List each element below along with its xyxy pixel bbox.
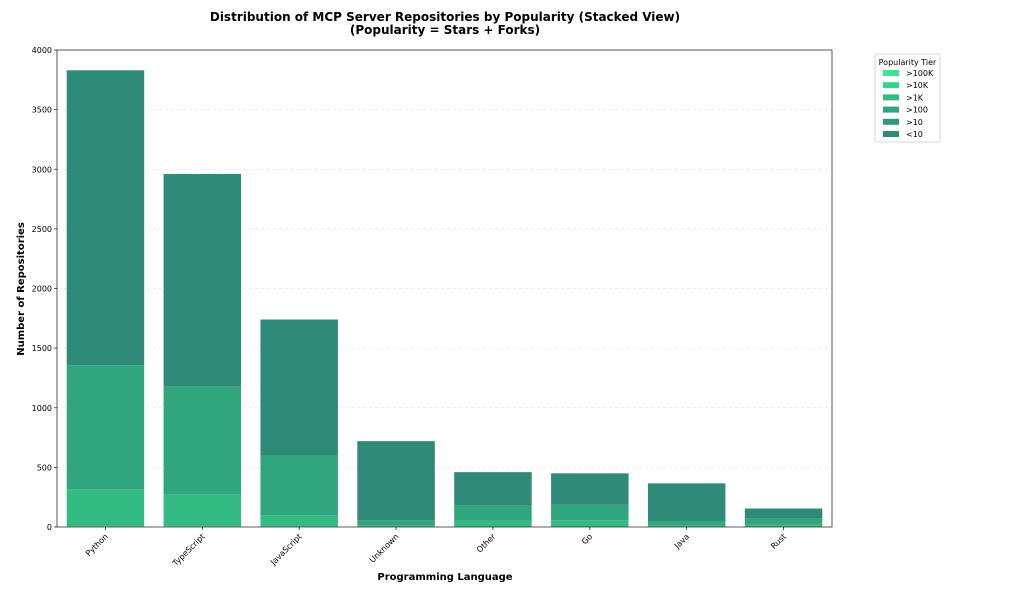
bar-segment: [66, 70, 145, 366]
bar-segment: [66, 365, 145, 490]
y-tick-label: 1500: [32, 344, 52, 353]
bar-segment: [744, 508, 823, 519]
y-tick-label: 1000: [32, 404, 52, 413]
bar-segment: [551, 504, 629, 521]
legend-title: Popularity Tier: [879, 58, 937, 67]
y-axis: 0 500 1000 1500 2000 2500 3000 3500 4000: [32, 46, 57, 532]
y-tick-label: 3500: [32, 106, 52, 115]
bar-segment: [260, 455, 338, 516]
y-tick-label: 2000: [32, 285, 52, 294]
bar-segment: [454, 505, 532, 521]
bar-segment: [744, 518, 823, 525]
x-tick-label: JavaScript: [268, 532, 303, 567]
y-tick-label: 500: [37, 463, 52, 472]
bar-segment: [260, 515, 338, 527]
x-tick-label: TypeScript: [170, 532, 206, 568]
bar-segment: [163, 526, 242, 527]
legend-swatch: [883, 118, 899, 125]
x-tick-label: Rust: [769, 532, 788, 551]
bar-segment: [647, 525, 726, 527]
legend-swatch: [883, 70, 899, 76]
x-axis: Python TypeScript JavaScript Unknown Other Go…: [84, 527, 788, 569]
legend-swatch: [883, 82, 899, 89]
bar-segment: [260, 319, 338, 456]
bar-segment: [163, 386, 242, 495]
bar-segment: [163, 494, 242, 527]
y-tick-label: 2500: [32, 225, 52, 234]
x-tick-label: Java: [672, 532, 691, 551]
x-axis-label: Programming Language: [377, 572, 512, 583]
bar-segment: [66, 526, 145, 527]
bars: [66, 70, 823, 527]
legend-swatch: [883, 94, 899, 101]
y-tick-label: 0: [47, 523, 52, 532]
bar-segment: [551, 473, 629, 505]
legend-label: >100K: [906, 69, 934, 78]
legend-label: >1K: [906, 93, 924, 102]
legend-swatch: [883, 131, 899, 137]
bar-segment: [454, 472, 532, 506]
y-tick-label: 3000: [32, 165, 52, 174]
bar-segment: [744, 524, 823, 527]
y-tick-label: 4000: [32, 46, 52, 55]
bar-segment: [357, 441, 435, 521]
x-tick-label: Python: [84, 532, 110, 558]
chart-subtitle: (Popularity = Stars + Forks): [350, 23, 540, 37]
bar-segment: [647, 521, 726, 526]
legend-label: >10: [906, 118, 923, 127]
legend-label: >10K: [906, 81, 929, 90]
chart-title: Distribution of MCP Server Repositories …: [210, 10, 680, 24]
legend-label: >100: [906, 106, 928, 115]
legend-swatch: [883, 106, 899, 113]
bar-segment: [66, 489, 145, 527]
bar-segment: [551, 520, 629, 527]
legend-label: <10: [906, 130, 923, 139]
x-tick-label: Unknown: [368, 532, 401, 565]
bar-segment: [647, 483, 726, 522]
legend: Popularity Tier >100K >10K >1K >100 >10 <10: [874, 53, 941, 143]
bar-segment: [163, 174, 242, 387]
y-axis-label: Number of Repositories: [16, 222, 27, 356]
x-tick-label: Go: [580, 532, 594, 546]
x-tick-label: Other: [475, 532, 498, 555]
bar-segment: [357, 525, 435, 527]
bar-segment: [357, 520, 435, 526]
bar-segment: [454, 520, 532, 527]
